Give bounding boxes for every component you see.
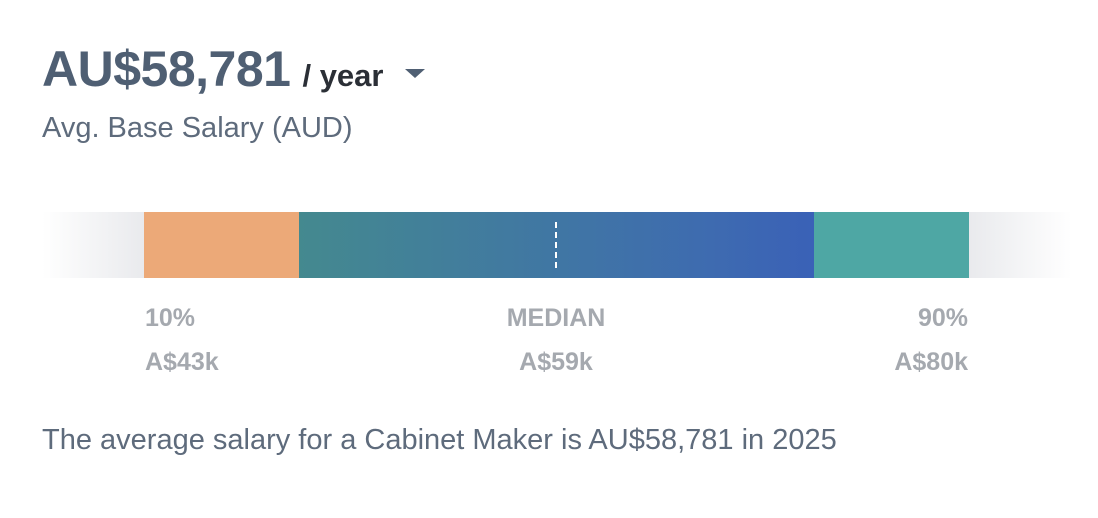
percentile-90-label-group: 90% A$80k — [768, 296, 968, 384]
range-segment-high — [814, 212, 969, 278]
percentile-10-label-group: 10% A$43k — [145, 296, 219, 384]
chevron-down-icon[interactable] — [405, 69, 426, 78]
range-bar-fade-right — [969, 212, 1072, 278]
median-marker — [555, 222, 557, 268]
salary-header: AU$58,781 / year — [42, 40, 426, 98]
median-label-group: MEDIAN A$59k — [456, 296, 656, 384]
salary-subtitle: Avg. Base Salary (AUD) — [42, 112, 353, 144]
pay-period-label[interactable]: / year — [302, 58, 384, 93]
percentile-90-value: A$80k — [894, 348, 968, 376]
percentile-10-value: A$43k — [145, 348, 219, 376]
salary-summary-text: The average salary for a Cabinet Maker i… — [42, 424, 837, 456]
range-bar-fade-left — [42, 212, 144, 278]
percentile-90-label: 90% — [917, 304, 968, 332]
salary-range-bar — [42, 212, 1072, 278]
pay-period-dropdown[interactable]: / year — [302, 58, 426, 94]
median-label: MEDIAN — [506, 304, 606, 332]
salary-amount: AU$58,781 — [42, 41, 291, 97]
range-segment-low — [144, 212, 299, 278]
median-value: A$59k — [519, 348, 593, 376]
percentile-10-label: 10% — [145, 304, 196, 332]
